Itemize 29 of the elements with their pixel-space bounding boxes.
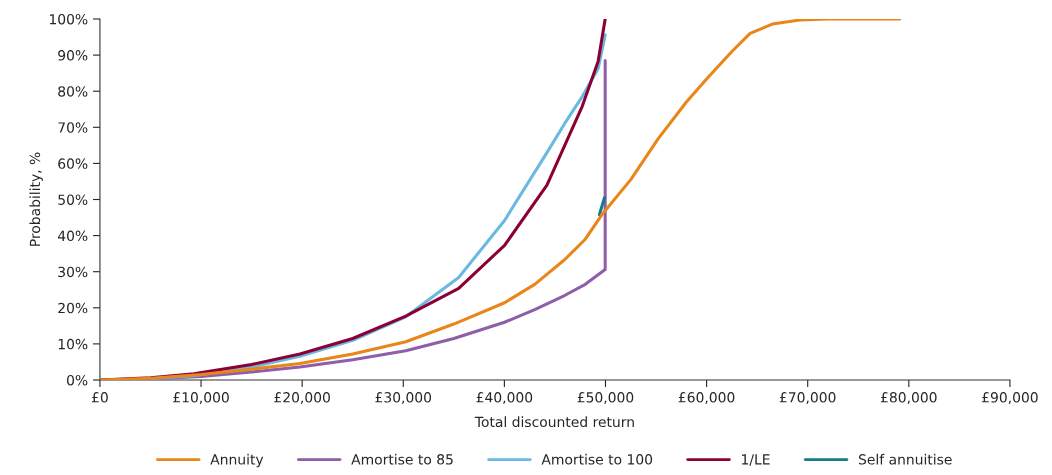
- x-tick-label: £0: [91, 392, 108, 403]
- x-tick-label: £20,000: [274, 392, 330, 404]
- x-tick-label: £70,000: [779, 392, 836, 404]
- x-tick-label: £60,000: [678, 392, 735, 404]
- line-series: [99, 19, 902, 380]
- legend-label: 1/LE: [742, 454, 770, 466]
- legend-label: Amortise to 100: [541, 453, 653, 465]
- x-tick-label: £50,000: [577, 392, 634, 404]
- x-tick-label: £10,000: [173, 392, 229, 404]
- y-tick-label: 60%: [58, 158, 88, 169]
- y-tick-label: 70%: [58, 122, 88, 133]
- x-tick-label: £30,000: [375, 392, 432, 404]
- y-tick-label: 100%: [49, 13, 88, 25]
- y-tick-label: 40%: [57, 230, 88, 242]
- legend-label: Self annuitise: [858, 453, 952, 465]
- y-tick-label: 80%: [58, 86, 88, 97]
- x-tick-label: £90,000: [982, 392, 1038, 404]
- legend-label: Amortise to 85: [351, 453, 453, 465]
- y-tick-label: 90%: [58, 50, 88, 61]
- y-tick-label: 20%: [58, 302, 88, 314]
- x-tick-label: £40,000: [476, 392, 533, 404]
- y-tick-label: 50%: [58, 194, 88, 205]
- y-tick-label: 10%: [58, 338, 88, 350]
- legend-label: Annuity: [210, 453, 264, 468]
- y-axis-title: Probability, %: [29, 152, 43, 246]
- y-tick-label: 0%: [67, 374, 88, 386]
- x-axis-title: Total discounted return: [474, 416, 634, 428]
- y-tick-label: 30%: [58, 266, 88, 278]
- x-tick-label: £80,000: [880, 392, 937, 404]
